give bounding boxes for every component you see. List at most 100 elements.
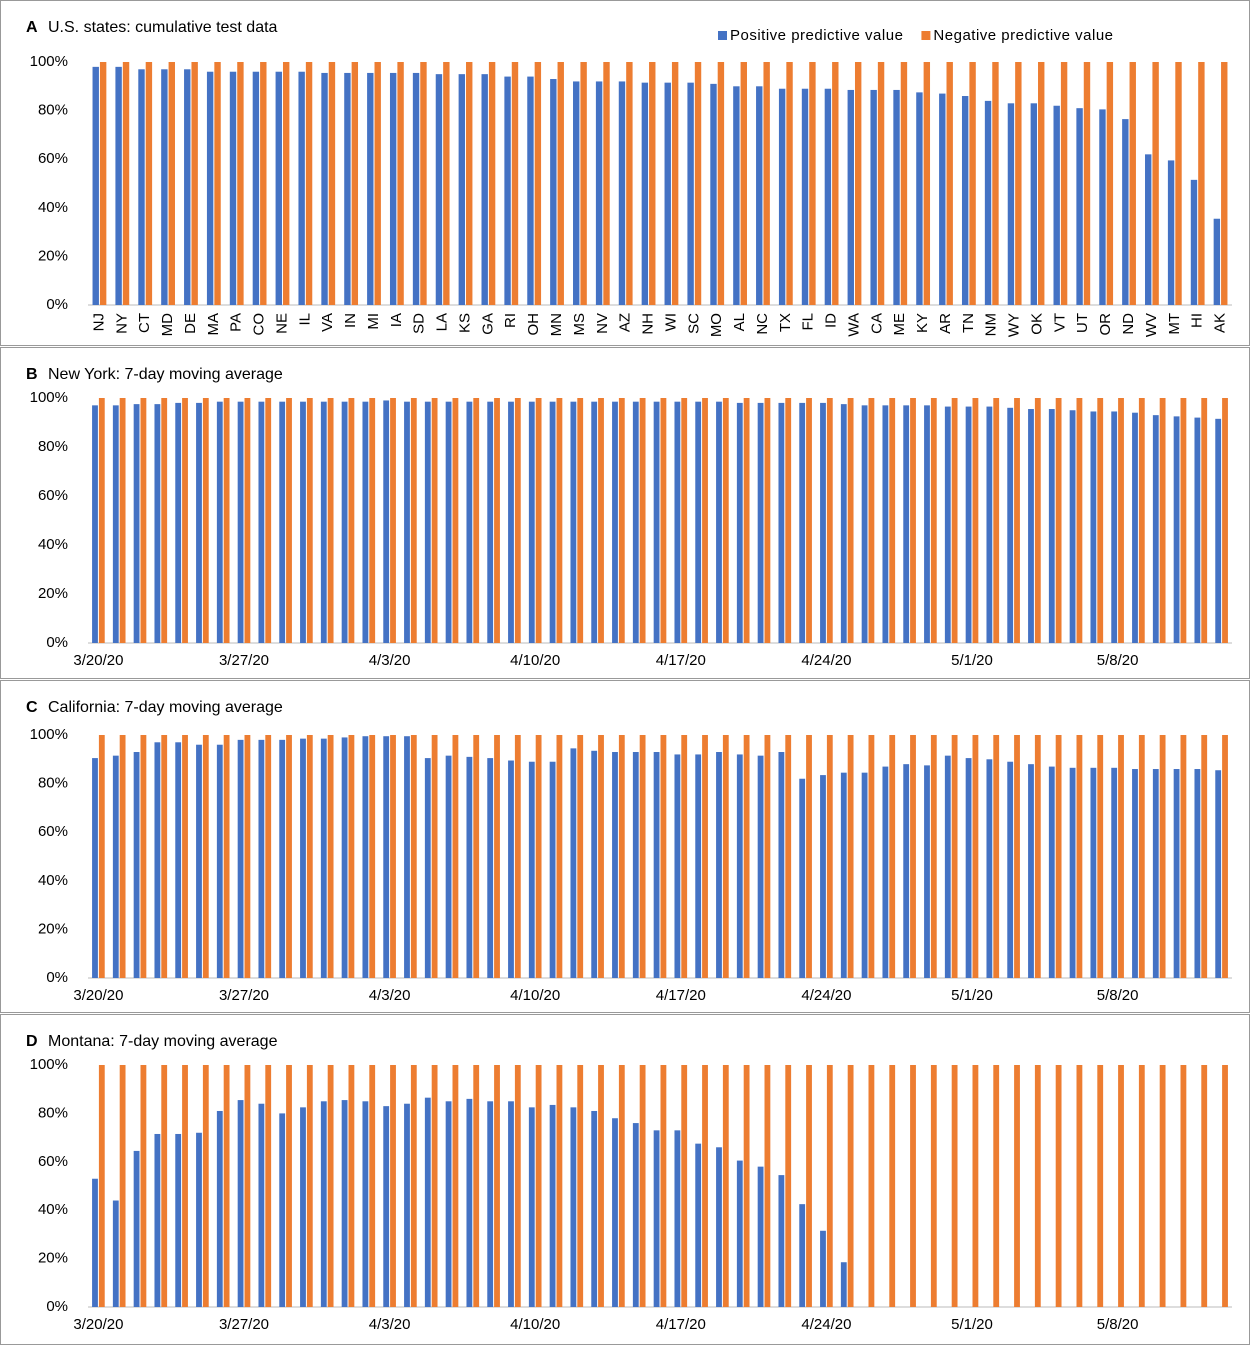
bar [598, 735, 604, 978]
bar [320, 401, 327, 643]
bar [412, 72, 420, 305]
panel-label: C [26, 699, 38, 716]
chart-title: California: 7-day moving average [48, 699, 283, 716]
bar [390, 1065, 396, 1307]
x-tick-label: WI [662, 313, 679, 331]
bar [223, 735, 230, 978]
bar [877, 62, 885, 305]
x-tick-label: ND [1120, 313, 1137, 335]
y-tick-label: 40% [38, 872, 68, 889]
x-tick-label: AZ [617, 313, 634, 332]
bar [824, 88, 832, 305]
bar [903, 764, 910, 978]
bar [390, 398, 396, 643]
bar [965, 406, 972, 643]
bar [445, 1101, 452, 1307]
bar [924, 765, 930, 978]
x-tick-label: 3/20/20 [73, 1316, 123, 1333]
bar [577, 1065, 584, 1307]
x-tick-label: FL [800, 313, 817, 331]
bar [664, 82, 671, 305]
x-tick-label: CO [251, 313, 268, 336]
bar [1132, 769, 1138, 978]
bar [809, 62, 816, 305]
bar [660, 735, 667, 978]
bar [687, 82, 694, 305]
bar [702, 1065, 708, 1307]
bar [223, 1065, 230, 1307]
bar [1215, 770, 1222, 978]
bar [534, 62, 542, 305]
bar [133, 752, 140, 978]
bar [653, 401, 660, 643]
bar [1129, 62, 1136, 305]
bar [992, 62, 999, 305]
bar [1152, 769, 1159, 978]
bar [820, 1230, 826, 1307]
panel-label: A [26, 19, 38, 36]
bar [882, 405, 889, 643]
bar [161, 69, 168, 305]
bar [847, 89, 854, 305]
bar [591, 750, 598, 978]
bar [736, 754, 743, 978]
bar [1167, 160, 1175, 305]
x-tick-label: MS [571, 313, 588, 336]
y-tick-label: 20% [38, 920, 68, 937]
bar [327, 1065, 334, 1307]
bar [674, 754, 681, 978]
bar [1159, 735, 1166, 978]
bar [191, 62, 198, 305]
bar [1215, 418, 1222, 643]
x-tick-label: CT [136, 313, 153, 333]
bar [473, 1065, 480, 1307]
bar [321, 72, 328, 305]
x-tick-label: 3/20/20 [73, 987, 123, 1004]
y-tick-label: 20% [38, 585, 68, 602]
y-tick-label: 100% [30, 389, 68, 406]
bar [722, 398, 729, 643]
bar [910, 1065, 916, 1307]
bar [348, 398, 355, 643]
bar [1028, 764, 1034, 978]
bar [216, 401, 223, 643]
bar [237, 62, 244, 305]
bar [424, 401, 431, 643]
bar [570, 1107, 577, 1307]
bar [702, 398, 708, 643]
bar [632, 1123, 639, 1307]
bar [514, 735, 521, 978]
x-tick-label: 5/8/20 [1097, 652, 1139, 669]
bar [184, 69, 191, 305]
bar [305, 62, 313, 305]
bar [275, 71, 282, 305]
bar [733, 86, 740, 305]
x-tick-label: 5/8/20 [1097, 987, 1139, 1004]
bar [722, 1065, 729, 1307]
bar [138, 69, 145, 305]
bar [806, 398, 812, 643]
bar [119, 1065, 126, 1307]
bar [695, 401, 702, 643]
bar [1097, 398, 1104, 643]
bar [743, 735, 750, 978]
bar [577, 735, 584, 978]
x-tick-label: SD [411, 313, 428, 334]
bar [229, 71, 237, 305]
bar [639, 735, 646, 978]
x-tick-label: SC [685, 313, 702, 334]
x-tick-label: MO [708, 313, 725, 337]
bar [133, 1150, 140, 1307]
x-tick-label: MA [205, 313, 222, 336]
bar [369, 398, 376, 643]
x-tick-label: 4/17/20 [656, 652, 706, 669]
bar [1106, 62, 1114, 305]
x-tick-label: 5/1/20 [951, 987, 993, 1004]
x-tick-label: MI [365, 313, 382, 330]
bar [362, 736, 369, 978]
bar [757, 1166, 764, 1307]
x-tick-label: IA [388, 313, 405, 327]
x-tick-label: 3/27/20 [219, 652, 269, 669]
bar [466, 401, 473, 643]
bar [154, 404, 161, 643]
